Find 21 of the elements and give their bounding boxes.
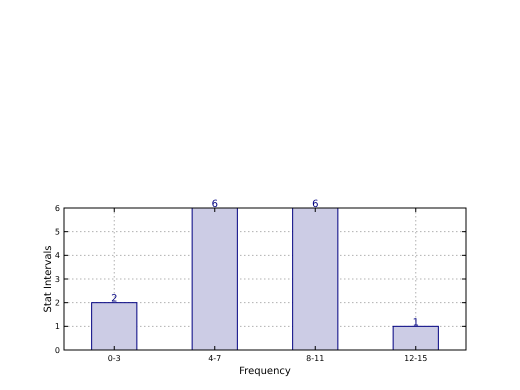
bar [91,302,138,350]
bar [392,326,439,350]
data-label: 6 [312,199,318,210]
x-tick-label: 12-15 [404,354,428,363]
x-tick-label: 8-11 [306,354,324,363]
y-tick-label: 4 [54,251,60,260]
y-tick-label: 6 [54,204,60,213]
y-tick-label: 2 [54,298,60,308]
bar [192,208,238,350]
data-label: 2 [111,294,118,305]
x-tick-label: 4-7 [208,354,222,363]
bar [292,208,338,350]
data-label: 6 [212,199,218,210]
y-tick-label: 1 [54,322,60,332]
y-tick-label: 0 [54,346,60,355]
y-axis-title: Stat Intervals [43,245,54,313]
y-tick-label: 3 [54,274,60,284]
y-tick-label: 5 [54,227,60,236]
x-axis-title: Frequency [239,366,291,377]
x-tick-label: 0-3 [108,354,121,363]
data-label: 1 [412,317,419,328]
